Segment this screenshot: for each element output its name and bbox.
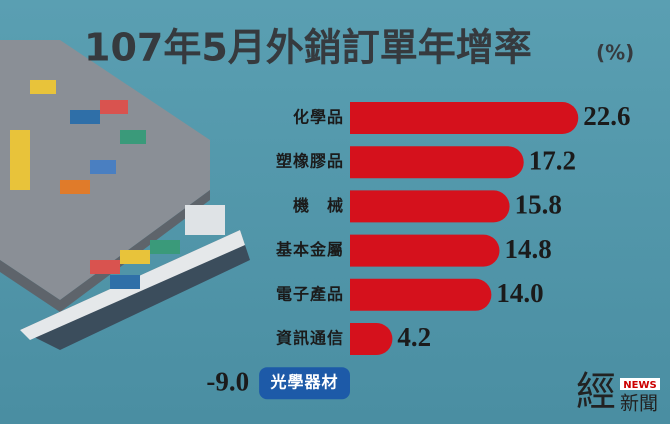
logo: 經 NEWS 新聞 [576,369,660,415]
value-label: -9.0 [206,366,249,396]
logo-badge: NEWS [623,380,656,391]
value-label: 22.6 [583,101,630,131]
category-label: 機 械 [293,196,344,215]
bar [350,190,510,223]
bars: 化學品 22.6 塑橡膠品 17.2 機 械 15.8 基本金屬 14.8 電子產品 14.0 資訊… [206,101,631,400]
category-label: 化學品 [293,108,344,127]
bar [350,102,579,134]
bar [259,367,350,400]
logo-text: 新聞 [620,393,658,415]
bar [350,146,524,179]
chart-title: 107年5月外銷訂單年增率 [84,26,532,70]
category-label: 基本金屬 [275,240,344,259]
logo-badge-box [620,378,660,390]
value-label: 17.2 [529,145,576,175]
category-label: 光學器材 [270,373,339,392]
category-label: 資訊通信 [276,329,344,348]
value-label: 15.8 [515,190,562,220]
bar [350,323,393,355]
unit-label: (%) [596,41,634,65]
logo-mark: 經 [576,369,616,415]
value-label: 4.2 [397,322,431,352]
bar [350,278,492,311]
value-label: 14.8 [504,234,551,264]
bar [350,234,500,267]
category-label: 電子產品 [276,284,344,303]
category-label: 塑橡膠品 [276,152,344,171]
port-illustration [0,40,250,350]
value-label: 14.0 [496,278,543,308]
